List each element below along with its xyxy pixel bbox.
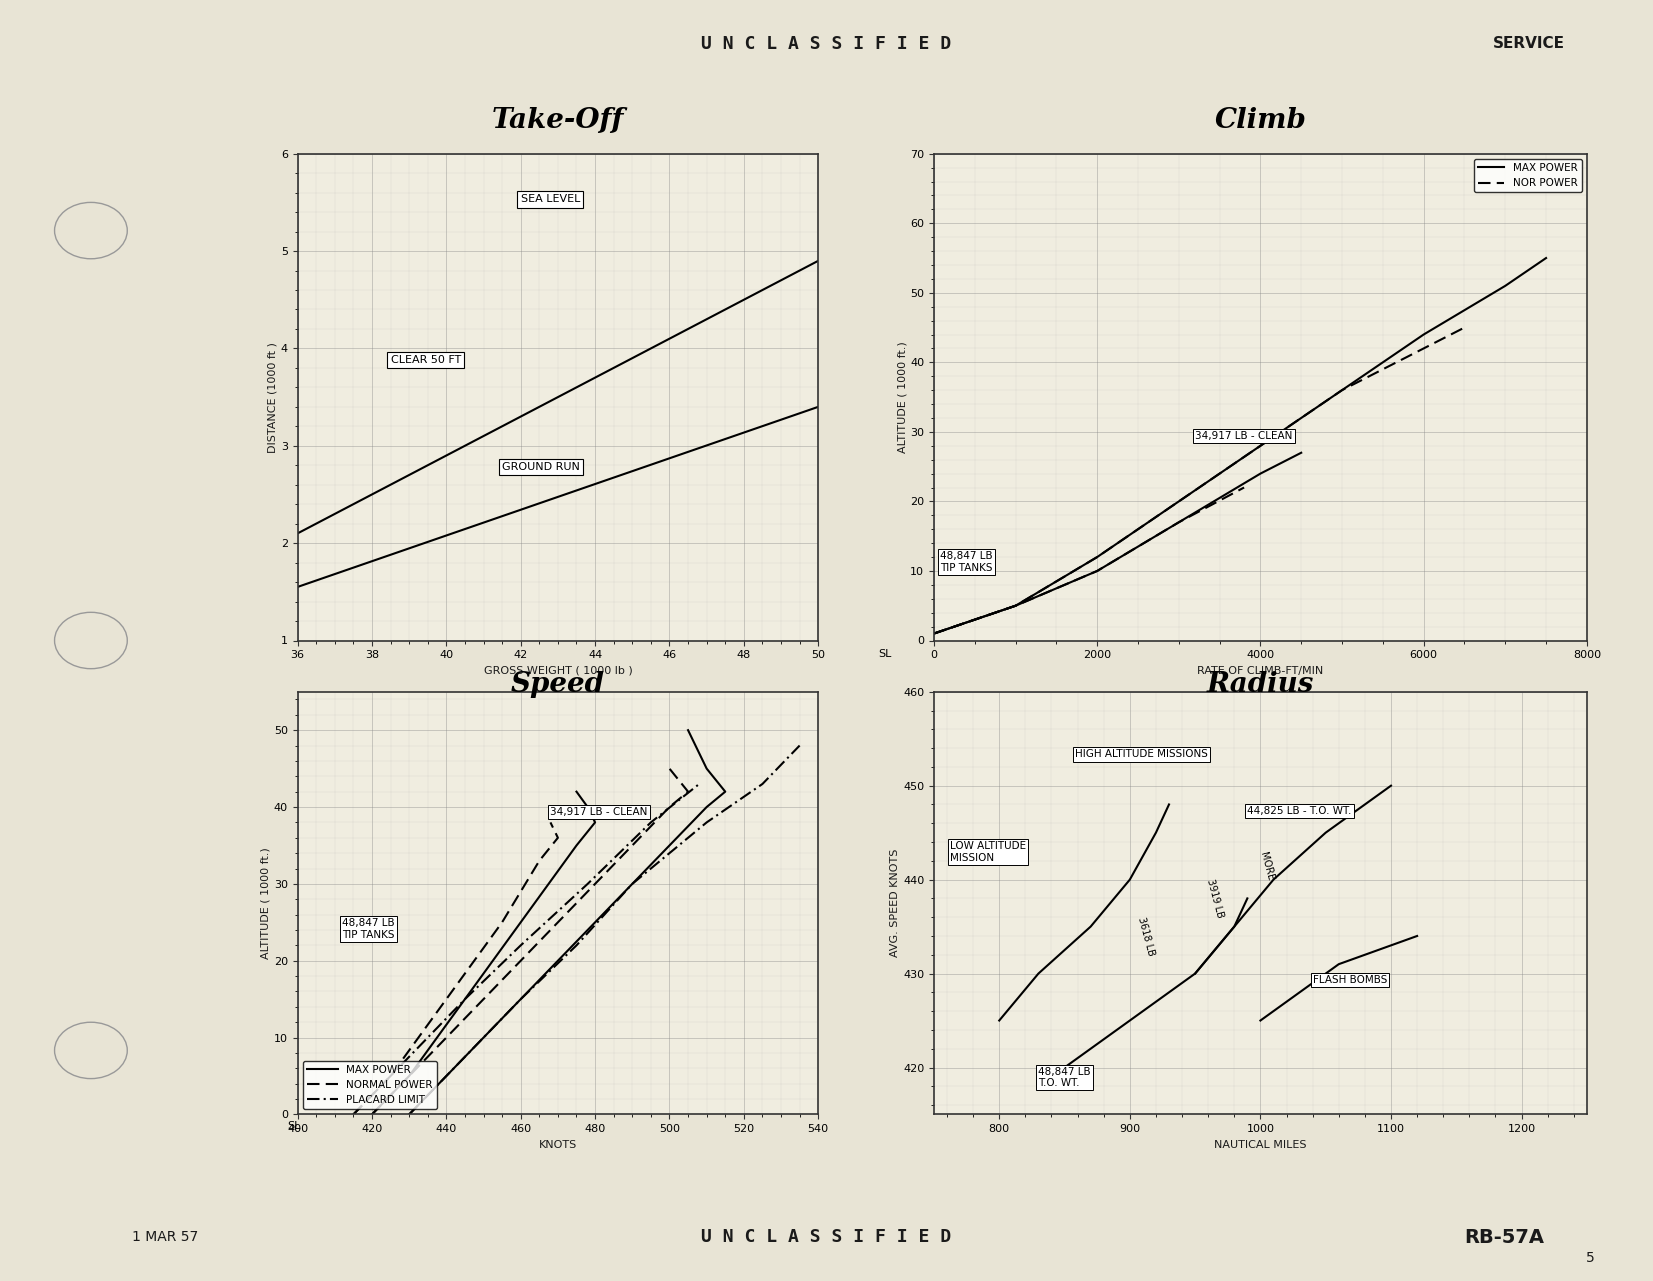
Text: MORE: MORE <box>1258 851 1274 881</box>
Text: CLEAR 50 FT: CLEAR 50 FT <box>390 355 461 365</box>
Text: Climb: Climb <box>1215 106 1306 135</box>
Text: 48,847 LB
T.O. WT.: 48,847 LB T.O. WT. <box>1038 1067 1091 1089</box>
Text: U N C L A S S I F I E D: U N C L A S S I F I E D <box>701 35 952 53</box>
Y-axis label: ALTITUDE ( 1000 ft.): ALTITUDE ( 1000 ft.) <box>261 847 271 959</box>
X-axis label: NAUTICAL MILES: NAUTICAL MILES <box>1215 1140 1306 1150</box>
Text: SL: SL <box>288 1121 301 1131</box>
Text: Speed: Speed <box>511 670 605 698</box>
X-axis label: KNOTS: KNOTS <box>539 1140 577 1150</box>
Text: 48,847 LB
TIP TANKS: 48,847 LB TIP TANKS <box>342 918 395 940</box>
X-axis label: RATE OF CLIMB-FT/MIN: RATE OF CLIMB-FT/MIN <box>1197 666 1324 676</box>
Text: LOW ALTITUDE
MISSION: LOW ALTITUDE MISSION <box>949 842 1027 863</box>
Text: 3919 LB: 3919 LB <box>1205 877 1225 920</box>
Legend: MAX POWER, NOR POWER: MAX POWER, NOR POWER <box>1474 159 1582 192</box>
Text: 44,825 LB - T.O. WT.: 44,825 LB - T.O. WT. <box>1248 806 1352 816</box>
Text: U N C L A S S I F I E D: U N C L A S S I F I E D <box>701 1228 952 1246</box>
Text: HIGH ALTITUDE MISSIONS: HIGH ALTITUDE MISSIONS <box>1074 749 1208 760</box>
Legend: MAX POWER, NORMAL POWER, PLACARD LIMIT: MAX POWER, NORMAL POWER, PLACARD LIMIT <box>302 1061 436 1109</box>
Text: 34,917 LB - CLEAN: 34,917 LB - CLEAN <box>550 807 648 817</box>
Y-axis label: AVG. SPEED KNOTS: AVG. SPEED KNOTS <box>891 849 901 957</box>
Text: Take-Off: Take-Off <box>491 106 625 135</box>
Text: RB-57A: RB-57A <box>1465 1228 1544 1246</box>
Y-axis label: ALTITUDE ( 1000 ft.): ALTITUDE ( 1000 ft.) <box>898 341 907 453</box>
Text: 5: 5 <box>1587 1252 1595 1264</box>
Text: 48,847 LB
TIP TANKS: 48,847 LB TIP TANKS <box>941 551 993 573</box>
Text: 3618 LB: 3618 LB <box>1136 916 1157 957</box>
Text: SL: SL <box>878 649 891 660</box>
Text: SERVICE: SERVICE <box>1493 36 1565 51</box>
Text: 1 MAR 57: 1 MAR 57 <box>132 1231 198 1244</box>
Text: FLASH BOMBS: FLASH BOMBS <box>1312 975 1387 985</box>
Text: GROUND RUN: GROUND RUN <box>503 462 580 473</box>
Text: 34,917 LB - CLEAN: 34,917 LB - CLEAN <box>1195 430 1293 441</box>
Text: Radius: Radius <box>1207 670 1314 698</box>
Y-axis label: DISTANCE (1000 ft ): DISTANCE (1000 ft ) <box>268 342 278 452</box>
Text: SEA LEVEL: SEA LEVEL <box>521 195 580 205</box>
X-axis label: GROSS WEIGHT ( 1000 lb ): GROSS WEIGHT ( 1000 lb ) <box>484 666 631 676</box>
